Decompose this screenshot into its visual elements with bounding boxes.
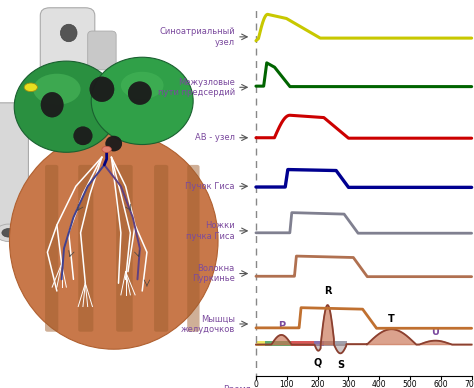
Text: S: S bbox=[337, 360, 344, 370]
FancyBboxPatch shape bbox=[116, 165, 133, 332]
Text: Q: Q bbox=[313, 358, 322, 368]
Ellipse shape bbox=[60, 24, 77, 42]
Text: Межузловые
пути предсердий: Межузловые пути предсердий bbox=[157, 78, 235, 97]
Text: 0: 0 bbox=[254, 380, 258, 388]
Ellipse shape bbox=[128, 81, 152, 105]
Ellipse shape bbox=[73, 126, 92, 145]
Text: 300: 300 bbox=[341, 380, 356, 388]
Text: Мышцы
желудочков: Мышцы желудочков bbox=[181, 314, 235, 334]
Bar bbox=[264, 341, 292, 346]
Ellipse shape bbox=[105, 136, 122, 151]
Text: Синоатриальный
узел: Синоатриальный узел bbox=[159, 27, 235, 47]
FancyBboxPatch shape bbox=[0, 103, 28, 239]
Bar bbox=[292, 341, 314, 346]
FancyBboxPatch shape bbox=[78, 165, 93, 332]
FancyBboxPatch shape bbox=[187, 165, 200, 332]
Ellipse shape bbox=[2, 229, 15, 237]
Text: 500: 500 bbox=[403, 380, 417, 388]
FancyBboxPatch shape bbox=[45, 165, 58, 332]
Ellipse shape bbox=[9, 132, 218, 349]
Ellipse shape bbox=[105, 136, 122, 151]
Ellipse shape bbox=[91, 57, 193, 145]
Text: 600: 600 bbox=[434, 380, 448, 388]
Text: 400: 400 bbox=[372, 380, 386, 388]
Bar bbox=[256, 341, 264, 346]
Text: АВ - узел: АВ - узел bbox=[195, 133, 235, 142]
Ellipse shape bbox=[73, 126, 92, 145]
Text: Ножки
пучка Гиса: Ножки пучка Гиса bbox=[186, 221, 235, 241]
FancyBboxPatch shape bbox=[154, 165, 168, 332]
Ellipse shape bbox=[128, 81, 152, 105]
Text: T: T bbox=[388, 314, 395, 324]
Ellipse shape bbox=[14, 61, 118, 152]
FancyBboxPatch shape bbox=[40, 8, 95, 78]
Ellipse shape bbox=[24, 83, 37, 92]
Text: U: U bbox=[431, 327, 439, 337]
Ellipse shape bbox=[90, 77, 114, 102]
FancyBboxPatch shape bbox=[88, 31, 116, 70]
Ellipse shape bbox=[0, 224, 22, 241]
Ellipse shape bbox=[33, 74, 81, 105]
Text: Пучок Гиса: Пучок Гиса bbox=[185, 182, 235, 191]
Ellipse shape bbox=[41, 92, 64, 117]
Ellipse shape bbox=[121, 72, 164, 99]
Ellipse shape bbox=[41, 92, 64, 117]
Ellipse shape bbox=[102, 146, 111, 152]
Text: P: P bbox=[278, 320, 285, 331]
Text: 100: 100 bbox=[280, 380, 294, 388]
Text: Время,
мс: Время, мс bbox=[223, 385, 254, 388]
Text: R: R bbox=[324, 286, 331, 296]
Text: 700: 700 bbox=[465, 380, 474, 388]
Bar bbox=[324, 341, 347, 346]
Text: 200: 200 bbox=[310, 380, 325, 388]
Bar bbox=[314, 341, 324, 346]
Text: Волокна
Пуркинье: Волокна Пуркинье bbox=[192, 264, 235, 283]
Ellipse shape bbox=[90, 77, 114, 102]
